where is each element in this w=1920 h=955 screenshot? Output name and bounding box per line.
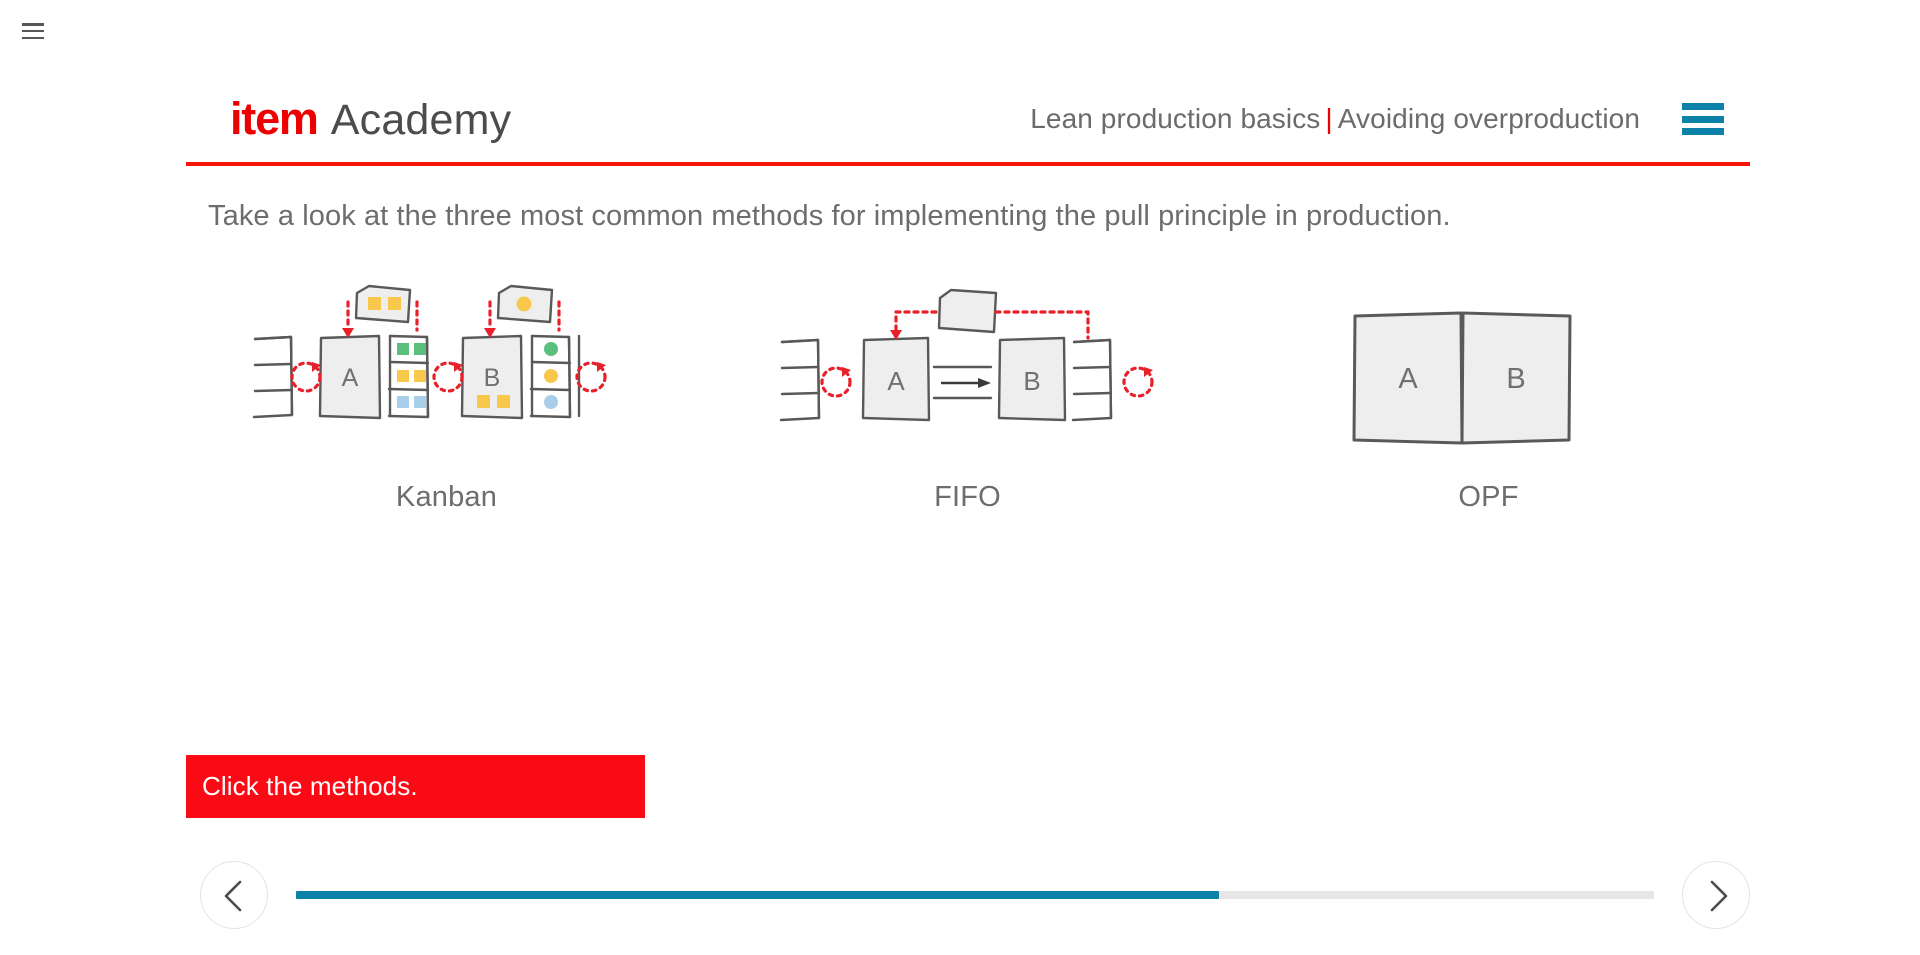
method-tile-kanban[interactable]: A B (186, 280, 707, 514)
kanban-diagram-icon: A B (247, 280, 647, 460)
global-hamburger-icon[interactable] (22, 23, 44, 39)
hamburger-bar (22, 36, 44, 39)
svg-text:A: A (887, 366, 905, 396)
hamburger-bar (1682, 115, 1724, 123)
method-label-opf: OPF (1458, 481, 1519, 513)
header: item Academy Lean production basics | Avoi… (186, 78, 1750, 160)
header-right: Lean production basics | Avoiding overprod… (1030, 103, 1750, 135)
breadcrumb-separator: | (1325, 103, 1333, 134)
methods-row: A B (186, 280, 1750, 514)
logo-academy-text: Academy (330, 96, 512, 144)
svg-text:B: B (1506, 363, 1525, 395)
bottom-nav (200, 855, 1750, 935)
breadcrumb-lesson: Avoiding overproduction (1337, 103, 1640, 134)
previous-button[interactable] (200, 861, 268, 929)
hamburger-bar (1682, 103, 1724, 110)
opf-diagram-icon: A B (1289, 280, 1689, 460)
method-label-fifo: FIFO (934, 481, 1001, 513)
logo-item-text: item (230, 93, 319, 144)
hamburger-bar (22, 23, 44, 26)
svg-text:A: A (1398, 363, 1418, 395)
fifo-diagram-icon: A B (768, 280, 1168, 460)
instruction-text: Click the methods. (202, 771, 418, 801)
next-button[interactable] (1682, 861, 1750, 929)
content-frame: item Academy Lean production basics | Avoi… (186, 0, 1750, 955)
svg-text:A: A (341, 364, 358, 392)
chevron-right-icon (1710, 880, 1728, 912)
logo[interactable]: item Academy (230, 96, 511, 142)
header-divider (186, 162, 1750, 166)
svg-text:B: B (1023, 366, 1040, 396)
method-tile-opf[interactable]: A B OPF (1228, 280, 1749, 514)
hamburger-bar (1682, 128, 1724, 135)
progress-fill (296, 891, 1220, 899)
method-label-kanban: Kanban (395, 481, 498, 513)
progress-bar[interactable] (296, 891, 1654, 899)
intro-text: Take a look at the three most common met… (208, 200, 1451, 232)
chevron-left-icon (224, 880, 242, 912)
breadcrumb-course[interactable]: Lean production basics (1030, 103, 1321, 134)
svg-text:B: B (483, 364, 500, 392)
instruction-callout: Click the methods. (186, 755, 645, 818)
menu-hamburger-icon[interactable] (1682, 103, 1724, 135)
method-tile-fifo[interactable]: A B (707, 280, 1228, 514)
breadcrumb: Lean production basics | Avoiding overprod… (1030, 103, 1640, 135)
hamburger-bar (22, 29, 44, 33)
